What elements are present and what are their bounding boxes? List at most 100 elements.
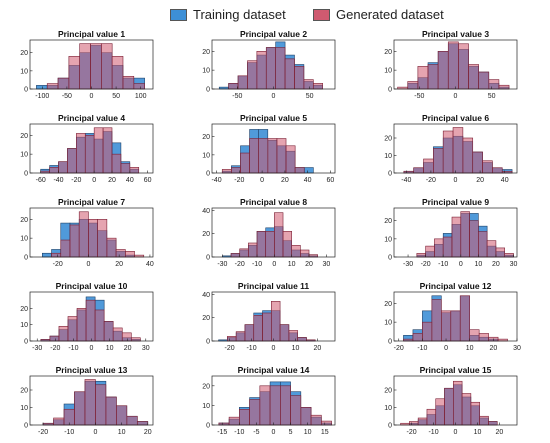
- x-tick-label: 0: [272, 93, 276, 100]
- generated-bar: [51, 252, 62, 258]
- x-tick-label: -10: [438, 261, 448, 268]
- generated-bar: [248, 242, 258, 258]
- training-bar: [41, 252, 52, 258]
- legend: Training dataset Generated dataset: [0, 4, 550, 26]
- generated-bar: [453, 380, 463, 426]
- x-tick-label: -10: [68, 345, 78, 352]
- x-tick-label: -30: [32, 345, 42, 352]
- generated-bar: [133, 83, 145, 90]
- generated-bar: [60, 239, 71, 258]
- x-tick-label: -20: [394, 345, 404, 352]
- y-tick-label: 0: [206, 171, 210, 178]
- generated-bar: [492, 167, 503, 174]
- generated-bar: [470, 401, 480, 426]
- generated-bar: [321, 420, 332, 426]
- panel-title: Principal value 10: [56, 281, 128, 291]
- generated-bar: [461, 393, 472, 426]
- x-tick-label: 60: [327, 177, 335, 184]
- panel-9: Principal value 9 0 10 20 -30 -20 -10 0 10 20 30: [384, 197, 517, 268]
- generated-bar: [125, 251, 135, 258]
- generated-bar: [90, 43, 102, 90]
- x-tick-label: 40: [501, 177, 509, 184]
- generated-bar: [447, 41, 459, 90]
- x-tick-label: 0: [260, 177, 264, 184]
- generated-bar: [288, 330, 298, 342]
- generated-bar: [423, 158, 434, 174]
- y-tick-label: 20: [20, 388, 28, 395]
- panel-8: Principal value 8 0 20 40 -30 -20 -10 0 10 20 30: [202, 197, 336, 268]
- panel-title: Principal value 6: [422, 113, 489, 123]
- axes-box: [211, 123, 336, 174]
- generated-bar: [290, 395, 302, 426]
- x-tick-label: 100: [135, 93, 147, 100]
- y-tick-label: 0: [206, 87, 210, 94]
- y-tick-label: 0: [206, 339, 210, 346]
- x-tick-label: 0: [459, 261, 463, 268]
- x-tick-label: -20: [50, 345, 60, 352]
- x-tick-label: 10: [292, 345, 300, 352]
- legend-item-training: Training dataset: [170, 7, 286, 22]
- panel-title: Principal value 13: [56, 365, 128, 375]
- generated-bar: [412, 333, 423, 342]
- generated-bar: [136, 421, 149, 426]
- panel-14: Principal value 14 0 10 20 -15 -10 -5 0 5 10 15: [202, 365, 336, 436]
- generated-bar: [265, 231, 275, 258]
- legend-item-generated: Generated dataset: [313, 7, 444, 22]
- generated-bar: [407, 81, 419, 90]
- panel-title: Principal value 15: [420, 365, 492, 375]
- generated-bar: [279, 324, 290, 342]
- generated-bar: [437, 51, 449, 90]
- y-tick-label: 20: [202, 49, 210, 56]
- x-tick-label: -20: [407, 429, 417, 436]
- x-tick-label: -30: [217, 261, 227, 268]
- generated-bar: [76, 308, 87, 342]
- x-tick-label: 0: [272, 345, 276, 352]
- y-tick-label: 10: [20, 322, 28, 329]
- panel-title: Principal value 9: [422, 197, 489, 207]
- generated-bar: [482, 160, 493, 174]
- generated-bar: [280, 385, 291, 426]
- generated-bar: [57, 77, 70, 90]
- y-tick-label: 20: [20, 306, 28, 313]
- generated-bar: [478, 333, 489, 342]
- generated-bar: [291, 245, 301, 258]
- x-tick-label: -10: [417, 345, 427, 352]
- generated-bar: [444, 387, 454, 426]
- axes-box: [29, 375, 154, 426]
- generated-bar: [441, 310, 452, 342]
- generated-bar: [258, 138, 269, 174]
- x-tick-label: -50: [232, 93, 242, 100]
- y-tick-label: 20: [202, 315, 210, 322]
- generated-bar: [267, 138, 278, 174]
- y-tick-label: 20: [202, 383, 210, 390]
- x-tick-label: 40: [146, 261, 154, 268]
- generated-bar: [300, 249, 310, 258]
- legend-label-generated: Generated dataset: [336, 7, 444, 22]
- y-tick-label: 10: [202, 403, 210, 410]
- y-tick-label: 20: [384, 218, 392, 225]
- generated-bar: [431, 299, 442, 342]
- x-tick-label: 0: [454, 429, 458, 436]
- generated-bar: [249, 399, 261, 426]
- generated-bar: [425, 245, 435, 258]
- generated-bar: [237, 75, 248, 90]
- generated-bar: [426, 408, 437, 426]
- x-tick-label: 0: [90, 345, 94, 352]
- x-tick-label: -20: [426, 177, 436, 184]
- y-tick-label: 20: [384, 301, 392, 308]
- generated-bar: [129, 167, 140, 174]
- y-tick-label: 20: [202, 134, 210, 141]
- generated-bar: [115, 249, 126, 258]
- generated-bar: [460, 211, 470, 258]
- x-tick-label: 50: [306, 93, 314, 100]
- x-tick-label: 10: [288, 261, 296, 268]
- generated-bar: [294, 66, 305, 90]
- x-tick-label: 30: [142, 345, 150, 352]
- generated-bar: [468, 64, 479, 90]
- generated-bar: [478, 231, 488, 258]
- legend-swatch-training: [170, 8, 187, 21]
- generated-bar: [451, 216, 462, 258]
- x-tick-label: -50: [414, 93, 424, 100]
- y-tick-label: 0: [24, 87, 28, 94]
- x-tick-label: 10: [466, 345, 474, 352]
